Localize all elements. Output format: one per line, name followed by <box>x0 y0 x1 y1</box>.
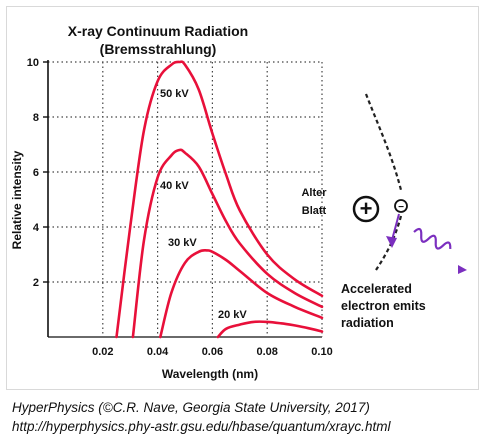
acceleration-arrow-icon <box>386 213 400 248</box>
series-line-1 <box>131 148 324 339</box>
x-tick-label-2: 0.06 <box>202 346 223 358</box>
series-lines <box>115 60 324 339</box>
series-label-3: 20 kV <box>218 309 247 321</box>
tick-labels: 2 4 6 8 10 0.02 0.04 0.06 0.08 0.10 <box>27 57 333 358</box>
y-axis-label: Relative intensity <box>10 150 24 249</box>
caption-accelerated: Accelerated <box>341 282 412 296</box>
series-line-3 <box>216 320 324 339</box>
x-tick-label-4: 0.10 <box>311 346 332 358</box>
y-tick-label-1: 4 <box>33 222 40 234</box>
footer-credit: HyperPhysics (©C.R. Nave, Georgia State … <box>12 400 370 415</box>
y-tick-label-4: 10 <box>27 57 39 69</box>
caption-electron-emits: electron emits <box>341 299 426 313</box>
nucleus-icon: + <box>352 195 380 223</box>
y-tick-label-3: 8 <box>33 112 39 124</box>
nucleus-symbol: + <box>360 196 373 221</box>
series-label-2: 30 kV <box>168 237 197 249</box>
chart-title: X-ray Continuum Radiation <box>68 23 248 39</box>
alter-label: Alter <box>301 187 327 199</box>
electron-symbol: − <box>398 202 404 213</box>
series-label-1: 40 kV <box>160 180 189 192</box>
series-labels: 50 kV 40 kV 30 kV 20 kV <box>160 88 247 321</box>
electron-icon: − <box>394 199 408 213</box>
caption-radiation: radiation <box>341 316 394 330</box>
footer-url: http://hyperphysics.phy-astr.gsu.edu/hba… <box>12 419 391 434</box>
series-label-0: 50 kV <box>160 88 189 100</box>
y-tick-label-2: 6 <box>33 167 39 179</box>
y-tick-label-0: 2 <box>33 277 39 289</box>
grid-lines <box>48 61 323 337</box>
series-line-2 <box>159 248 324 339</box>
series-line-0 <box>115 60 324 339</box>
axes <box>43 60 322 338</box>
x-tick-label-0: 0.02 <box>92 346 113 358</box>
blatt-label: Blatt <box>302 205 327 217</box>
x-tick-label-3: 0.08 <box>256 346 277 358</box>
chart-subtitle: (Bremsstrahlung) <box>100 41 217 57</box>
x-tick-label-1: 0.04 <box>147 346 169 358</box>
x-axis-label: Wavelength (nm) <box>162 367 258 381</box>
photon-wave-icon <box>413 227 467 274</box>
electron-path-upper <box>364 93 403 191</box>
